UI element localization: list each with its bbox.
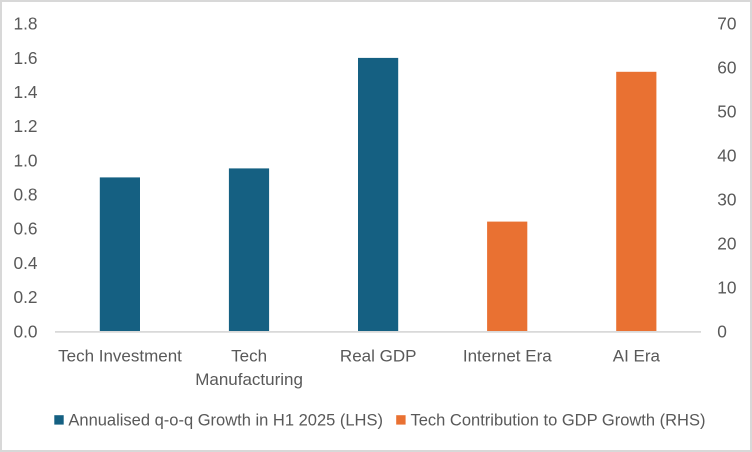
svg-text:Annualised q-o-q Growth in H1: Annualised q-o-q Growth in H1 2025 (LHS): [68, 412, 383, 430]
svg-text:Internet Era: Internet Era: [463, 347, 552, 366]
svg-text:0.6: 0.6: [13, 219, 37, 239]
svg-text:Manufacturing: Manufacturing: [195, 370, 303, 389]
svg-text:0.8: 0.8: [13, 185, 37, 205]
svg-text:10: 10: [717, 277, 736, 297]
svg-text:Tech: Tech: [231, 347, 267, 366]
svg-text:1.8: 1.8: [13, 14, 37, 34]
svg-text:Tech Investment: Tech Investment: [58, 347, 182, 366]
svg-text:30: 30: [717, 190, 736, 210]
svg-text:1.0: 1.0: [13, 150, 37, 170]
svg-text:40: 40: [717, 146, 736, 166]
svg-text:60: 60: [717, 58, 736, 78]
svg-text:AI Era: AI Era: [613, 347, 661, 366]
svg-text:Tech Contribution to GDP Growt: Tech Contribution to GDP Growth (RHS): [411, 412, 706, 430]
svg-text:70: 70: [717, 14, 736, 34]
svg-text:Real GDP: Real GDP: [340, 347, 417, 366]
svg-text:1.2: 1.2: [13, 116, 37, 136]
svg-text:20: 20: [717, 233, 736, 253]
svg-text:0.0: 0.0: [13, 321, 37, 341]
svg-text:0.4: 0.4: [13, 253, 37, 273]
svg-text:0.2: 0.2: [13, 287, 37, 307]
svg-text:1.6: 1.6: [13, 48, 37, 68]
svg-text:50: 50: [717, 102, 736, 122]
svg-text:0: 0: [717, 321, 727, 341]
svg-text:1.4: 1.4: [13, 82, 37, 102]
